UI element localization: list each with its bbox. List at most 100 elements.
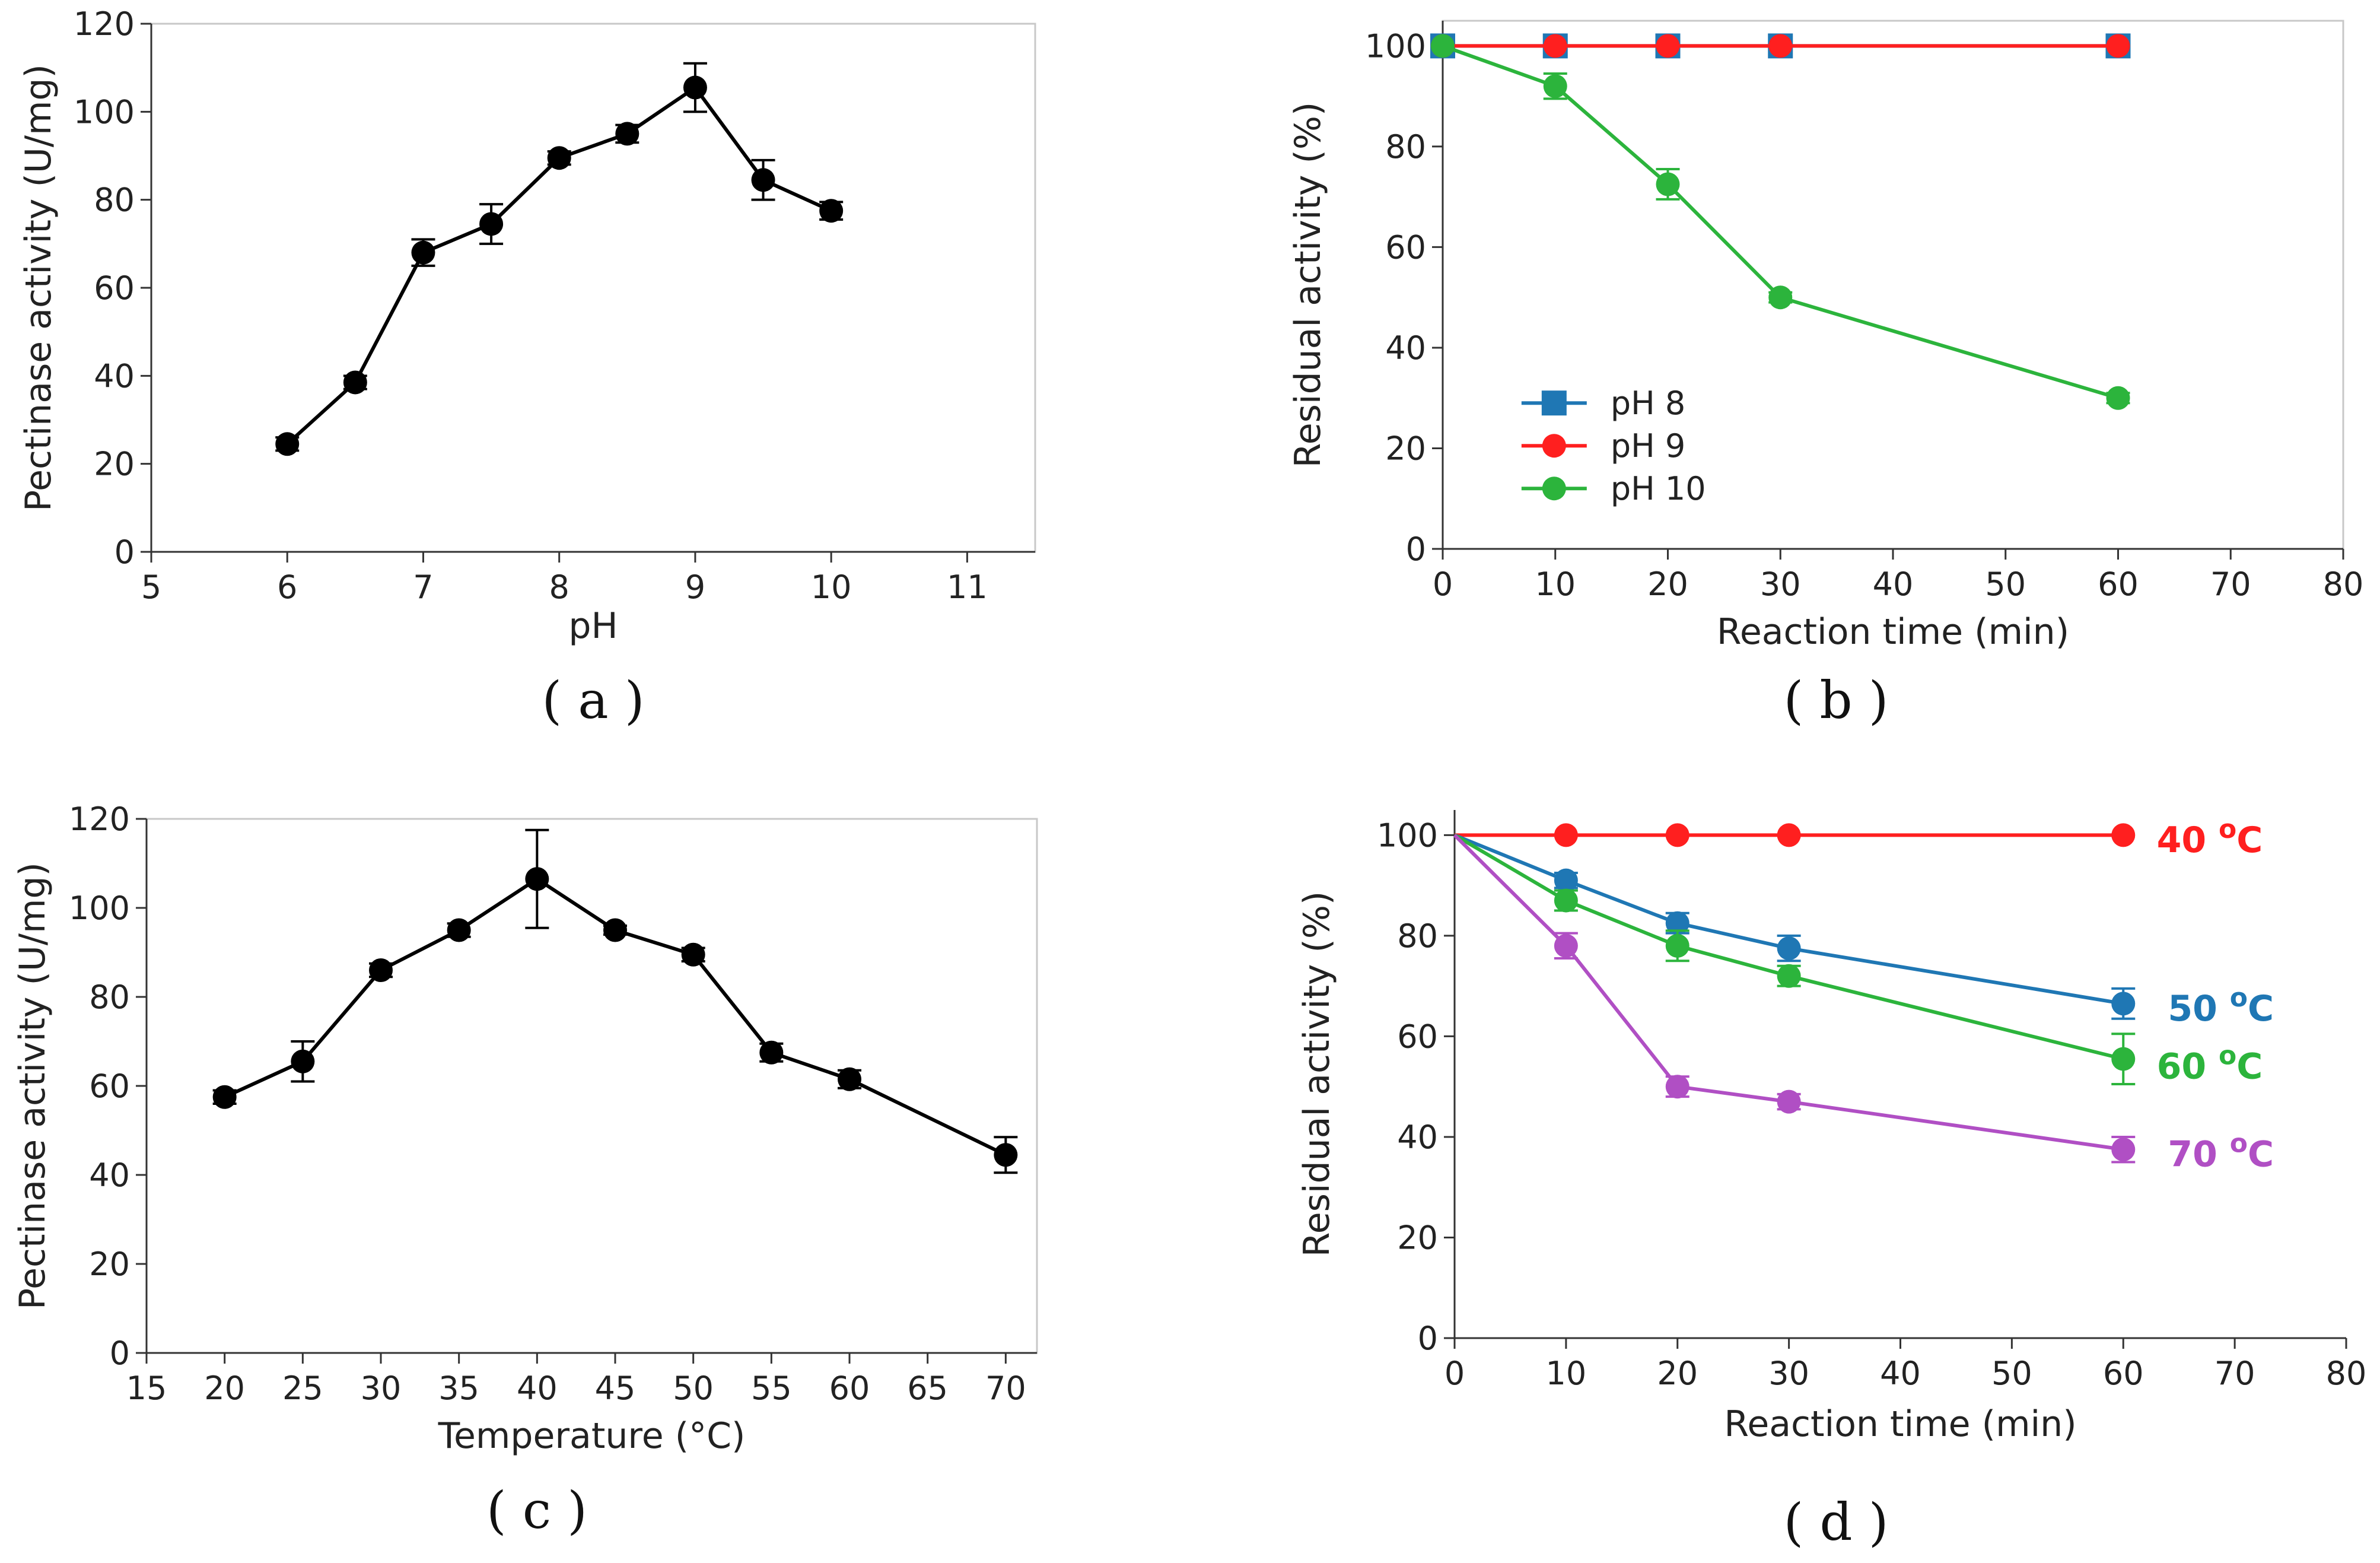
chart-a-data-point bbox=[411, 240, 435, 265]
chart-d-data-point bbox=[1777, 1089, 1801, 1114]
chart-b-y-tick-label: 0 bbox=[1406, 530, 1426, 568]
chart-c-y-tick-label: 40 bbox=[89, 1157, 130, 1194]
chart-d-y-tick-label: 80 bbox=[1397, 917, 1438, 955]
chart-d-thermal-stability: 0 10 20 30 40 50 60 70 80 0 20 40 60 80 100 Reaction ti… bbox=[1296, 810, 2366, 1445]
chart-a-data-point bbox=[615, 122, 639, 146]
chart-d-x-tick-label: 70 bbox=[2214, 1355, 2255, 1392]
panel-label-a: ( a ) bbox=[542, 671, 644, 730]
chart-b-data-point bbox=[1768, 34, 1793, 58]
chart-b-y-tick-label: 60 bbox=[1385, 228, 1426, 266]
chart-d-data-point bbox=[1777, 936, 1801, 961]
chart-c-data-point bbox=[603, 918, 627, 942]
chart-c-x-tick-label: 70 bbox=[985, 1370, 1026, 1407]
chart-a-series-line bbox=[286, 85, 832, 446]
chart-d-x-tick-label: 80 bbox=[2326, 1355, 2367, 1392]
chart-b-x-tick-label: 40 bbox=[1873, 566, 1914, 603]
chart-b-x-tick-label: 20 bbox=[1647, 566, 1688, 603]
chart-c-y-tick-label: 20 bbox=[89, 1246, 130, 1283]
chart-d-data-point bbox=[1554, 888, 1578, 913]
chart-c-x-tick-label: 40 bbox=[517, 1370, 558, 1407]
chart-b-legend-swatch-marker bbox=[1541, 390, 1567, 416]
chart-d-x-tick-label: 20 bbox=[1657, 1355, 1698, 1392]
chart-b-legend-label: pH 10 bbox=[1611, 470, 1706, 507]
chart-b-x-tick-label: 80 bbox=[2323, 566, 2364, 603]
chart-b-series-1 bbox=[1431, 34, 2130, 58]
panel-label-d: ( d ) bbox=[1784, 1493, 1889, 1552]
chart-a-x-axis-label: pH bbox=[568, 605, 618, 647]
chart-d-annotation: 40 oC bbox=[2157, 814, 2263, 861]
chart-a-y-tick-label: 40 bbox=[94, 357, 135, 395]
chart-d-annotation: 60 oC bbox=[2157, 1040, 2263, 1087]
chart-a-data-point bbox=[479, 212, 504, 236]
chart-b-data-point bbox=[2106, 34, 2130, 58]
chart-b-ph-stability: 0 10 20 30 40 50 60 70 80 0 20 40 60 80 100 Reaction ti… bbox=[1287, 20, 2364, 653]
chart-b-y-tick-label: 100 bbox=[1365, 27, 1426, 65]
chart-b-legend-swatch-marker bbox=[1542, 434, 1566, 458]
chart-d-data-point bbox=[2111, 1047, 2136, 1071]
chart-b-y-tick-label: 80 bbox=[1385, 128, 1426, 166]
chart-c-data-point bbox=[369, 958, 393, 982]
chart-a-x-tick-label: 10 bbox=[811, 568, 852, 606]
chart-b-y-tick-label: 40 bbox=[1385, 329, 1426, 367]
chart-a-data-point bbox=[547, 146, 571, 170]
chart-d-x-tick-label: 50 bbox=[1991, 1355, 2032, 1392]
chart-c-y-tick-label: 120 bbox=[69, 800, 130, 838]
chart-c-y-tick-label: 100 bbox=[69, 889, 130, 927]
chart-b-x-tick-label: 30 bbox=[1760, 566, 1801, 603]
chart-d-data-point bbox=[1554, 933, 1578, 958]
chart-b-legend-swatch-marker bbox=[1542, 476, 1566, 501]
chart-d-x-tick-label: 0 bbox=[1444, 1355, 1465, 1392]
chart-c-x-tick-label: 15 bbox=[126, 1370, 167, 1407]
chart-c-y-tick-label: 60 bbox=[89, 1068, 130, 1105]
chart-c-x-axis-label: Temperature (°C) bbox=[438, 1415, 746, 1457]
chart-a-data-point bbox=[819, 199, 844, 223]
chart-a-x-tick-label: 6 bbox=[277, 568, 297, 606]
chart-b-data-point bbox=[1431, 34, 1455, 58]
chart-a-y-tick-label: 60 bbox=[94, 269, 135, 307]
chart-a-y-tick-label: 80 bbox=[94, 182, 135, 219]
chart-a-x-tick-label: 5 bbox=[141, 568, 161, 606]
chart-c-x-tick-label: 20 bbox=[204, 1370, 245, 1407]
chart-c-y-tick-label: 80 bbox=[89, 979, 130, 1016]
chart-a-x-tick-label: 11 bbox=[947, 568, 988, 606]
chart-c-x-tick-label: 25 bbox=[282, 1370, 323, 1407]
chart-a-data-point bbox=[343, 370, 367, 395]
chart-d-series-0 bbox=[1455, 823, 2136, 847]
chart-c-y-axis-label: Pectinase activity (U/mg) bbox=[12, 862, 53, 1310]
chart-a-data-point bbox=[275, 432, 300, 456]
chart-b-legend-entry: pH 8 bbox=[1521, 385, 1685, 422]
chart-a-y-tick-label: 120 bbox=[74, 5, 135, 43]
chart-b-y-axis-label: Residual activity (%) bbox=[1287, 102, 1329, 468]
chart-b-x-tick-label: 50 bbox=[1985, 566, 2026, 603]
chart-a-y-tick-label: 20 bbox=[94, 446, 135, 483]
chart-a-x-tick-label: 9 bbox=[685, 568, 705, 606]
chart-d-x-tick-label: 30 bbox=[1768, 1355, 1809, 1392]
chart-c-data-point bbox=[681, 942, 705, 967]
chart-c-y-tick-label: 0 bbox=[110, 1335, 130, 1372]
chart-d-data-point bbox=[2111, 992, 2136, 1016]
chart-b-x-tick-label: 10 bbox=[1535, 566, 1576, 603]
chart-d-x-tick-label: 60 bbox=[2103, 1355, 2144, 1392]
chart-b-y-tick-label: 20 bbox=[1385, 430, 1426, 467]
chart-c-data-point bbox=[212, 1085, 237, 1109]
chart-b-frame bbox=[1442, 20, 2344, 550]
chart-b-legend-label: pH 8 bbox=[1611, 385, 1685, 422]
chart-a-series-0 bbox=[275, 62, 844, 456]
chart-c-x-tick-label: 35 bbox=[438, 1370, 479, 1407]
chart-c-x-tick-label: 55 bbox=[751, 1370, 792, 1407]
chart-d-data-point bbox=[2111, 1138, 2136, 1162]
chart-b-data-point bbox=[1656, 172, 1680, 196]
chart-c-frame bbox=[145, 818, 1038, 1354]
chart-b-x-axis-label: Reaction time (min) bbox=[1717, 611, 2069, 653]
chart-d-series-3 bbox=[1453, 834, 2136, 1164]
chart-c-x-tick-label: 30 bbox=[361, 1370, 402, 1407]
chart-d-data-point bbox=[1777, 823, 1801, 847]
chart-d-y-tick-label: 20 bbox=[1397, 1219, 1438, 1256]
chart-d-x-tick-label: 40 bbox=[1880, 1355, 1921, 1392]
chart-a-y-tick-label: 0 bbox=[114, 533, 135, 571]
chart-b-data-point bbox=[2106, 386, 2130, 410]
chart-b-data-point bbox=[1543, 34, 1567, 58]
chart-a-data-point bbox=[751, 168, 775, 192]
chart-c-temperature-activity: 15 20 25 30 35 40 45 50 55 60 65 70 0 20 40 60 80 100 120 T… bbox=[12, 800, 1038, 1457]
